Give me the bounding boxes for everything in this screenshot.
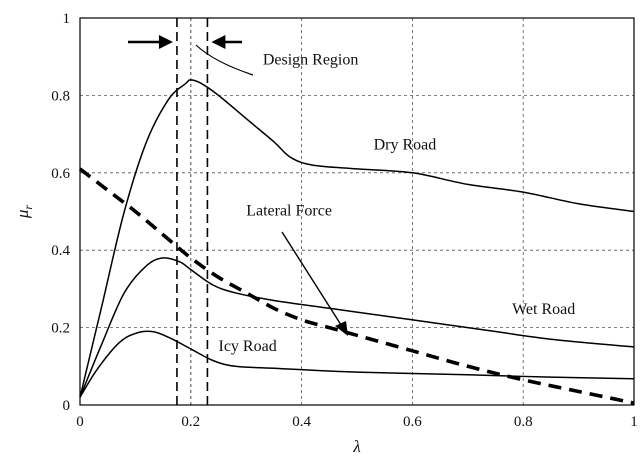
annotation-arrows bbox=[128, 35, 348, 336]
annotation-dry-road: Dry Road bbox=[374, 137, 437, 154]
lateral-force-pointer-head bbox=[335, 321, 348, 336]
y-tick-label: 0.6 bbox=[51, 166, 70, 182]
design-region-left-arrowhead bbox=[158, 35, 173, 49]
x-tick-label: 0.4 bbox=[292, 414, 311, 430]
y-tick-label: 0 bbox=[63, 398, 71, 414]
x-tick-label: 0.2 bbox=[181, 414, 200, 430]
design-region-right-arrowhead bbox=[211, 35, 226, 49]
y-axis-label: μr bbox=[13, 205, 35, 220]
y-tick-label: 0.2 bbox=[51, 321, 70, 337]
series-line-icy-road bbox=[79, 330, 635, 398]
y-axis-label-text: μr bbox=[13, 205, 35, 220]
series-annotations: Design Region Dry Road Lateral Force Wet Ro… bbox=[219, 51, 576, 354]
x-tick-label: 0 bbox=[76, 414, 84, 430]
design-region-leader-line bbox=[195, 44, 254, 76]
series-line-dry-road bbox=[79, 79, 635, 398]
design-region-lines bbox=[176, 18, 209, 405]
annotation-lateral-force: Lateral Force bbox=[246, 202, 332, 219]
x-axis-label: λ bbox=[352, 437, 360, 456]
series-line-lateral-force bbox=[78, 167, 635, 405]
lateral-force-pointer-shaft bbox=[281, 231, 344, 329]
series-lines bbox=[78, 79, 635, 405]
annotation-design-region: Design Region bbox=[263, 51, 359, 68]
annotation-icy-road: Icy Road bbox=[219, 338, 277, 355]
x-tick-label: 0.6 bbox=[403, 414, 422, 430]
series-line-wet-road bbox=[79, 257, 635, 398]
plot-frame bbox=[79, 17, 635, 406]
annotation-wet-road: Wet Road bbox=[512, 301, 575, 318]
x-tick-label: 0.8 bbox=[514, 414, 533, 430]
y-tick-label: 1 bbox=[63, 11, 71, 27]
y-tick-label: 0.8 bbox=[51, 88, 70, 104]
x-tick-label: 1 bbox=[630, 414, 638, 430]
y-tick-label: 0.4 bbox=[51, 243, 70, 259]
tick-labels: 0 0.2 0.4 0.6 0.8 1 0 0.2 0.4 0.6 0.8 1 bbox=[51, 11, 638, 430]
